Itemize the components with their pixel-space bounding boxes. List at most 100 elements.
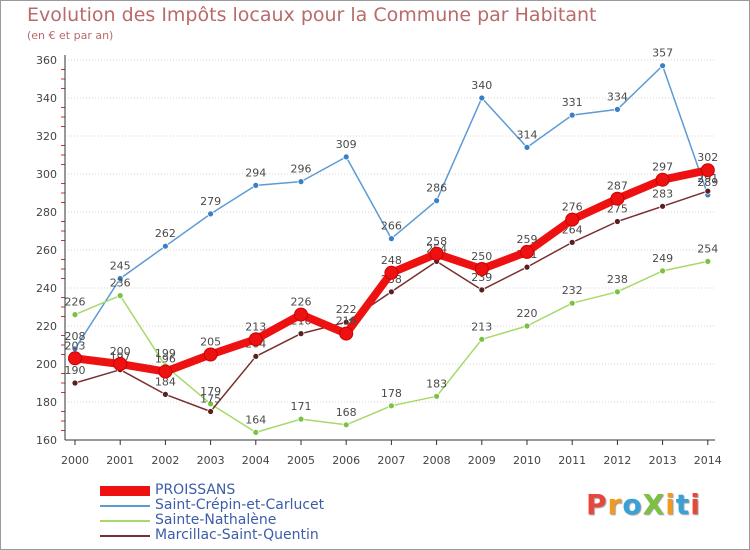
chart-subtitle: (en € et par an)	[27, 29, 114, 42]
data-label-proissans: 205	[200, 336, 221, 349]
x-tick-label: 2009	[468, 454, 496, 467]
legend-swatch-proissans	[100, 486, 150, 496]
data-point-sainte-nathalene	[207, 400, 215, 408]
data-label-proissans: 203	[65, 339, 86, 352]
data-label-sainte-nathalene: 254	[697, 242, 718, 255]
data-label-sainte-nathalene: 213	[471, 320, 492, 333]
data-label-proissans: 226	[291, 296, 312, 309]
data-point-saint-crepin-et-carlucet	[297, 178, 305, 186]
y-tick-label: 300	[36, 168, 57, 181]
data-point-sainte-nathalene	[568, 299, 576, 307]
x-tick-label: 2008	[423, 454, 451, 467]
legend-swatch-saint-crepin	[100, 505, 150, 507]
data-label-saint-crepin-et-carlucet: 340	[471, 79, 492, 92]
data-point-marcillac-saint-quentin	[523, 263, 531, 271]
data-point-marcillac-saint-quentin	[659, 202, 666, 210]
data-point-sainte-nathalene	[297, 415, 305, 423]
data-point-sainte-nathalene	[387, 402, 395, 410]
logo-letter: t	[675, 488, 691, 521]
data-point-marcillac-saint-quentin	[71, 379, 79, 387]
data-point-saint-crepin-et-carlucet	[523, 143, 531, 151]
data-point-saint-crepin-et-carlucet	[342, 153, 350, 161]
data-point-sainte-nathalene	[71, 311, 79, 319]
y-tick-label: 240	[36, 282, 57, 295]
data-label-saint-crepin-et-carlucet: 334	[607, 90, 628, 103]
logo-letter: P	[586, 488, 608, 521]
data-label-sainte-nathalene: 249	[652, 252, 673, 265]
data-label-marcillac-saint-quentin: 175	[200, 393, 221, 406]
x-tick-label: 2011	[558, 454, 586, 467]
data-label-saint-crepin-et-carlucet: 208	[65, 330, 86, 343]
data-label-proissans: 258	[426, 235, 447, 248]
data-point-saint-crepin-et-carlucet	[659, 62, 666, 70]
data-label-saint-crepin-et-carlucet: 296	[291, 163, 312, 176]
data-label-sainte-nathalene: 220	[517, 307, 538, 320]
data-label-saint-crepin-et-carlucet: 309	[336, 138, 357, 151]
data-point-marcillac-saint-quentin	[704, 187, 712, 195]
x-tick-label: 2000	[61, 454, 89, 467]
data-label-proissans: 250	[471, 250, 492, 263]
data-point-saint-crepin-et-carlucet	[387, 235, 395, 243]
y-tick-label: 360	[36, 54, 57, 67]
x-tick-label: 2007	[377, 454, 405, 467]
data-label-proissans: 297	[652, 161, 673, 174]
data-point-saint-crepin-et-carlucet	[614, 106, 621, 113]
data-label-marcillac-saint-quentin: 222	[336, 303, 357, 316]
legend-label-saint-crepin: Saint-Crépin-et-Carlucet	[155, 497, 325, 513]
logo-letter: i	[690, 488, 701, 521]
logo-letter: r	[607, 488, 623, 521]
data-label-saint-crepin-et-carlucet: 314	[517, 128, 538, 141]
x-tick-label: 2014	[694, 454, 722, 467]
data-point-sainte-nathalene	[659, 267, 666, 275]
data-point-proissans	[520, 244, 534, 259]
data-point-sainte-nathalene	[523, 322, 531, 330]
data-point-sainte-nathalene	[252, 428, 260, 436]
data-point-saint-crepin-et-carlucet	[568, 111, 576, 119]
data-label-sainte-nathalene: 164	[245, 413, 266, 426]
data-point-proissans	[248, 332, 263, 347]
data-point-marcillac-saint-quentin	[252, 352, 260, 360]
data-point-marcillac-saint-quentin	[207, 408, 215, 415]
data-point-sainte-nathalene	[478, 335, 486, 343]
legend-label-sainte-nathalene: Sainte-Nathalène	[155, 512, 277, 528]
logo-letter: i	[665, 488, 676, 521]
y-tick-label: 280	[36, 206, 57, 219]
data-point-saint-crepin-et-carlucet	[433, 197, 441, 205]
logo-letter: X	[642, 488, 666, 521]
data-label-proissans: 216	[336, 315, 357, 328]
data-label-marcillac-saint-quentin: 190	[65, 364, 86, 377]
x-tick-label: 2003	[197, 454, 225, 467]
data-label-sainte-nathalene: 226	[65, 296, 86, 309]
data-point-marcillac-saint-quentin	[342, 318, 350, 326]
data-point-sainte-nathalene	[614, 288, 621, 296]
data-point-proissans	[610, 191, 625, 206]
legend-label-proissans: PROISSANS	[155, 482, 236, 498]
data-label-sainte-nathalene: 232	[562, 284, 583, 297]
data-point-proissans	[429, 246, 444, 261]
y-tick-label: 180	[36, 396, 57, 409]
data-point-sainte-nathalene	[433, 392, 441, 400]
y-tick-label: 320	[36, 130, 57, 143]
chart-title: Evolution des Impôts locaux pour la Comm…	[27, 4, 597, 26]
data-point-proissans	[68, 351, 82, 366]
logo-letter: o	[622, 488, 643, 521]
y-tick-label: 220	[36, 320, 57, 333]
x-tick-label: 2013	[649, 454, 677, 467]
data-label-proissans: 259	[517, 233, 538, 246]
data-label-sainte-nathalene: 171	[291, 400, 312, 413]
data-point-marcillac-saint-quentin	[387, 288, 395, 296]
data-label-marcillac-saint-quentin: 283	[652, 187, 673, 200]
data-point-proissans	[113, 357, 128, 371]
data-label-proissans: 276	[562, 201, 583, 214]
data-label-proissans: 196	[155, 353, 176, 366]
data-label-sainte-nathalene: 183	[426, 377, 447, 390]
y-tick-label: 160	[36, 434, 57, 447]
data-point-proissans	[339, 326, 354, 341]
data-label-saint-crepin-et-carlucet: 262	[155, 227, 176, 240]
data-point-proissans	[203, 347, 218, 362]
data-point-proissans	[158, 364, 173, 379]
data-point-sainte-nathalene	[704, 257, 712, 265]
proxiti-logo: ProXiti	[586, 488, 701, 521]
data-point-sainte-nathalene	[342, 421, 350, 429]
